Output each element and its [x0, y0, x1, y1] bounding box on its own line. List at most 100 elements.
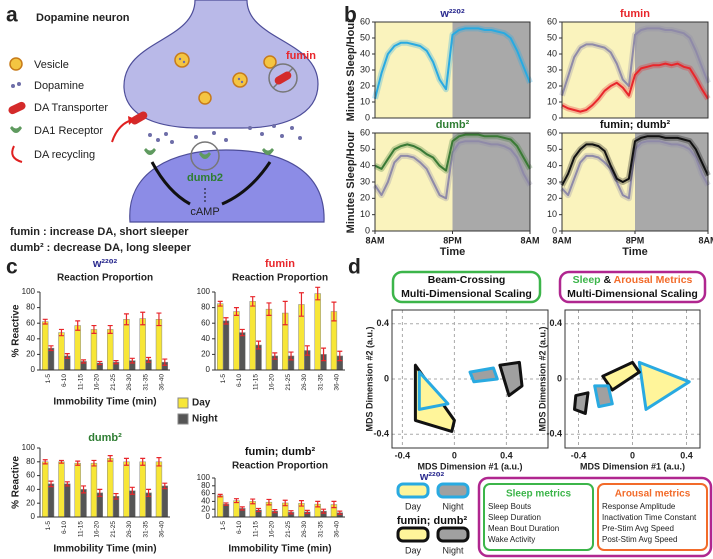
error-bar [75, 320, 81, 331]
metrics-box [597, 483, 708, 551]
y-tick-label: 50 [547, 144, 557, 154]
y-tick-label: 10 [547, 209, 557, 219]
x-tick-label: 31-35 [142, 521, 149, 538]
error-bar [250, 296, 256, 307]
x-tick-label: 8AM [552, 235, 571, 245]
bar [47, 347, 55, 371]
y-tick-label: 40 [360, 160, 370, 170]
y-tick-label: 20 [201, 504, 210, 513]
error-bar [217, 493, 223, 498]
chart-subtitle: Reaction Proportion [232, 273, 328, 284]
chart-title: Sleep & Arousal Metrics [573, 274, 693, 286]
da-transporter [130, 111, 148, 125]
y-tick-label: 20 [26, 350, 35, 359]
error-bar [217, 300, 223, 307]
error-bar [282, 300, 288, 326]
x-tick-label: 1-5 [220, 521, 227, 531]
y-tick-label: 50 [360, 32, 370, 42]
y-tick-label: -0.4 [546, 429, 562, 439]
x-tick-label: 1-5 [220, 374, 227, 384]
y-tick-label: 100 [22, 443, 36, 452]
bar [123, 461, 130, 518]
y-tick-label: 100 [22, 287, 36, 296]
bar [74, 462, 81, 518]
cluster-polygon [417, 370, 450, 411]
bar [90, 462, 98, 518]
da-transporter [274, 71, 292, 85]
bar [239, 332, 246, 371]
y-tick-label: 100 [197, 473, 211, 482]
y-tick-label: 60 [201, 489, 210, 498]
legend-label: DA Transporter [34, 102, 108, 114]
legend-entry: fumin; dumb² [397, 515, 468, 527]
chart-title: Multi-Dimensional Scaling [567, 288, 698, 300]
error-bar [162, 482, 168, 490]
fumin-label: fumin [286, 50, 316, 62]
x-tick-label: 6-10 [236, 521, 243, 534]
y-tick-label: 0 [365, 225, 370, 235]
chart-subtitle: Reaction Proportion [57, 273, 153, 284]
signal-arrow [221, 161, 272, 206]
signal-arrow [150, 161, 191, 206]
error-bar [288, 351, 294, 361]
y-tick-label: 20 [26, 498, 35, 507]
x-tick-label: 16-20 [269, 374, 276, 391]
error-bar [91, 459, 97, 467]
y-axis-label: Minutes Sleep/Hour [345, 130, 357, 233]
error-bar [97, 488, 103, 497]
x-tick-label: -0.4 [571, 450, 587, 460]
chart-title: fumin; dumb² [245, 446, 316, 458]
x-tick-label: 6-10 [61, 374, 68, 387]
error-bar [81, 485, 87, 494]
x-tick-label: 0 [452, 450, 457, 460]
title-part: & [601, 274, 614, 286]
bar [314, 293, 321, 371]
metric-item: Post-Stim Avg Speed [602, 535, 677, 544]
x-axis-label: Time [440, 246, 465, 258]
day-night-shading [375, 22, 453, 118]
receptor-ring [190, 141, 220, 171]
error-bar [239, 506, 245, 511]
y-tick-label: -0.4 [373, 429, 389, 439]
error-bar [298, 292, 304, 317]
y-tick-label: 30 [547, 176, 557, 186]
error-bar [321, 508, 327, 514]
y-tick-label: 50 [547, 32, 557, 42]
error-bar [223, 317, 229, 325]
chart-title: Multi-Dimensional Scaling [401, 288, 532, 300]
bar [222, 503, 230, 518]
error-bar [58, 328, 64, 337]
x-axis-label: Time [622, 246, 647, 258]
metric-item: Sleep Duration [488, 513, 541, 522]
panel-letter: a [6, 4, 18, 27]
error-bar [129, 357, 135, 364]
y-tick-label: 80 [201, 303, 210, 312]
error-bar [298, 500, 304, 507]
error-bar [146, 488, 152, 497]
error-bar [97, 360, 103, 366]
x-tick-label: 8PM [443, 235, 462, 245]
error-bar [304, 345, 310, 356]
error-bar [223, 502, 229, 506]
x-tick-label: 11-15 [252, 521, 259, 538]
cluster-polygon [498, 360, 524, 398]
bar [155, 319, 163, 371]
bar [90, 329, 98, 371]
x-tick-label: 11-15 [77, 521, 84, 538]
y-tick-label: 20 [360, 80, 370, 90]
bar [155, 461, 163, 518]
legend-label: Night [192, 414, 218, 425]
legend-swatch [436, 482, 470, 499]
x-tick-label: 21-25 [110, 374, 117, 391]
metric-item: Wake Activity [488, 535, 535, 544]
error-bar [337, 510, 343, 515]
title-part: Multi-Dimensional Scaling [567, 288, 698, 300]
y-tick-label: 20 [547, 193, 557, 203]
x-axis-label: Immobility Time (min) [53, 544, 156, 555]
error-bar [256, 340, 262, 350]
bar [42, 321, 49, 371]
error-bar [48, 480, 54, 488]
legend-swatch [396, 526, 430, 543]
legend-label: Day [405, 545, 422, 555]
x-tick-label: 6-10 [236, 374, 243, 387]
